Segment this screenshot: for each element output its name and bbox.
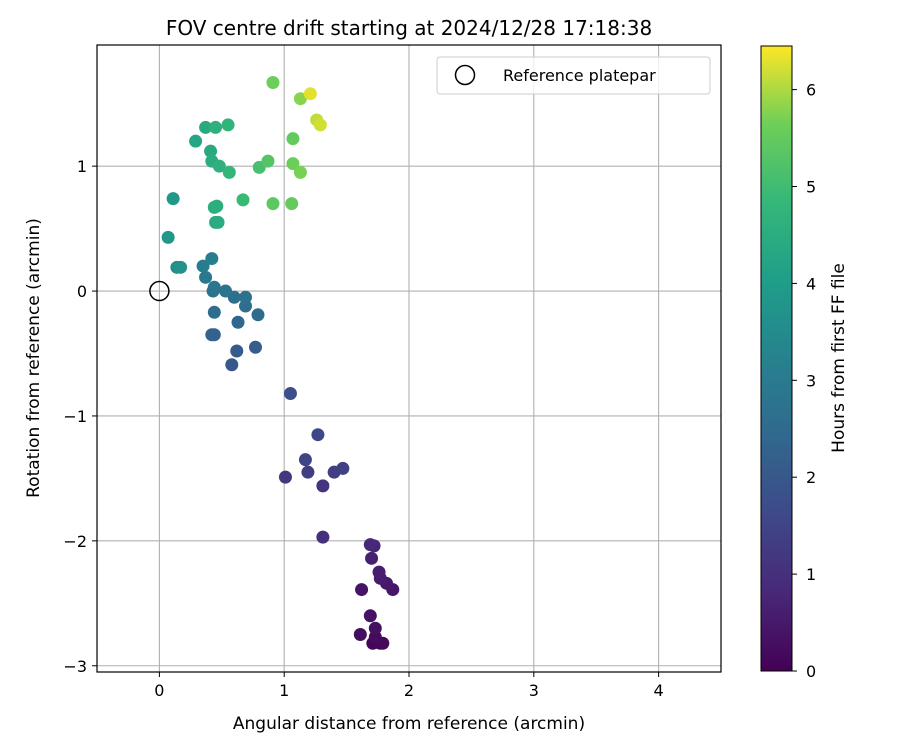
data-point <box>199 120 213 134</box>
legend-box <box>436 56 711 95</box>
data-point <box>225 358 239 372</box>
data-point <box>316 479 330 493</box>
legend: Reference platepar <box>436 56 711 95</box>
colorbar-tick-label: 4 <box>806 274 816 293</box>
data-point <box>248 340 262 354</box>
data-point <box>261 154 275 168</box>
data-point <box>266 75 280 89</box>
data-point <box>210 199 224 213</box>
data-point <box>365 551 379 565</box>
colorbar-tick-label: 3 <box>806 371 816 390</box>
data-point <box>286 157 300 171</box>
colorbar-gradient <box>760 45 793 672</box>
data-point <box>205 328 219 342</box>
data-point <box>363 609 377 623</box>
data-point <box>205 252 219 266</box>
data-point <box>166 192 180 206</box>
data-point <box>207 280 221 294</box>
legend-marker-open-circle <box>454 64 476 86</box>
chart-title: FOV centre drift starting at 2024/12/28 … <box>166 16 652 40</box>
data-point <box>293 165 307 179</box>
data-point <box>363 538 377 552</box>
x-axis-label: Angular distance from reference (arcmin) <box>233 714 585 734</box>
data-point <box>211 215 225 229</box>
data-point <box>301 465 315 479</box>
data-point <box>266 197 280 211</box>
y-tick-label: −1 <box>63 407 87 426</box>
data-point <box>311 428 325 442</box>
data-point <box>209 120 223 134</box>
data-point <box>239 290 253 304</box>
data-point <box>278 470 292 484</box>
data-point <box>219 284 233 298</box>
data-point <box>336 461 350 475</box>
x-tick-label: 1 <box>279 681 289 700</box>
y-tick-label: 0 <box>77 282 87 301</box>
data-point <box>231 315 245 329</box>
x-tick-label: 0 <box>154 681 164 700</box>
data-point <box>196 259 210 273</box>
data-point <box>313 118 327 132</box>
x-tick-label: 4 <box>654 681 664 700</box>
data-point <box>251 308 265 322</box>
data-point <box>353 628 367 642</box>
data-point <box>303 87 317 101</box>
data-point <box>283 386 297 400</box>
y-axis-label: Rotation from reference (arcmin) <box>24 218 44 498</box>
data-point <box>355 583 369 597</box>
data-point <box>316 530 330 544</box>
legend-label: Reference platepar <box>503 66 656 85</box>
plot-area: 0 1 2 3 4 −3 −2 −1 0 1 <box>63 44 722 700</box>
data-point <box>222 165 236 179</box>
data-point <box>236 193 250 207</box>
colorbar-tick-label: 6 <box>806 81 816 100</box>
y-tick-label: −3 <box>63 657 87 676</box>
colorbar-tick-label: 5 <box>806 178 816 197</box>
data-point <box>298 453 312 467</box>
data-point <box>212 159 226 173</box>
colorbar: 0 1 2 3 4 5 6 <box>760 45 816 681</box>
colorbar-tick-label: 2 <box>806 468 816 487</box>
data-point <box>293 92 307 106</box>
data-point <box>286 132 300 146</box>
data-point <box>230 344 244 358</box>
y-tick-label: 1 <box>77 157 87 176</box>
colorbar-label: Hours from first FF file <box>829 263 849 453</box>
colorbar-tick-label: 0 <box>806 662 816 681</box>
data-point <box>207 305 221 319</box>
x-tick-label: 2 <box>404 681 414 700</box>
data-point <box>199 270 213 284</box>
data-point <box>221 118 235 132</box>
data-point <box>372 565 386 579</box>
data-point <box>174 260 188 274</box>
data-point <box>204 144 218 158</box>
data-point <box>189 134 203 148</box>
data-point <box>368 621 382 635</box>
data-point <box>161 230 175 244</box>
data-point <box>285 197 299 211</box>
reference-platepar-point <box>149 280 170 302</box>
y-tick-label: −2 <box>63 532 87 551</box>
x-tick-label: 3 <box>529 681 539 700</box>
colorbar-tick-label: 1 <box>806 565 816 584</box>
